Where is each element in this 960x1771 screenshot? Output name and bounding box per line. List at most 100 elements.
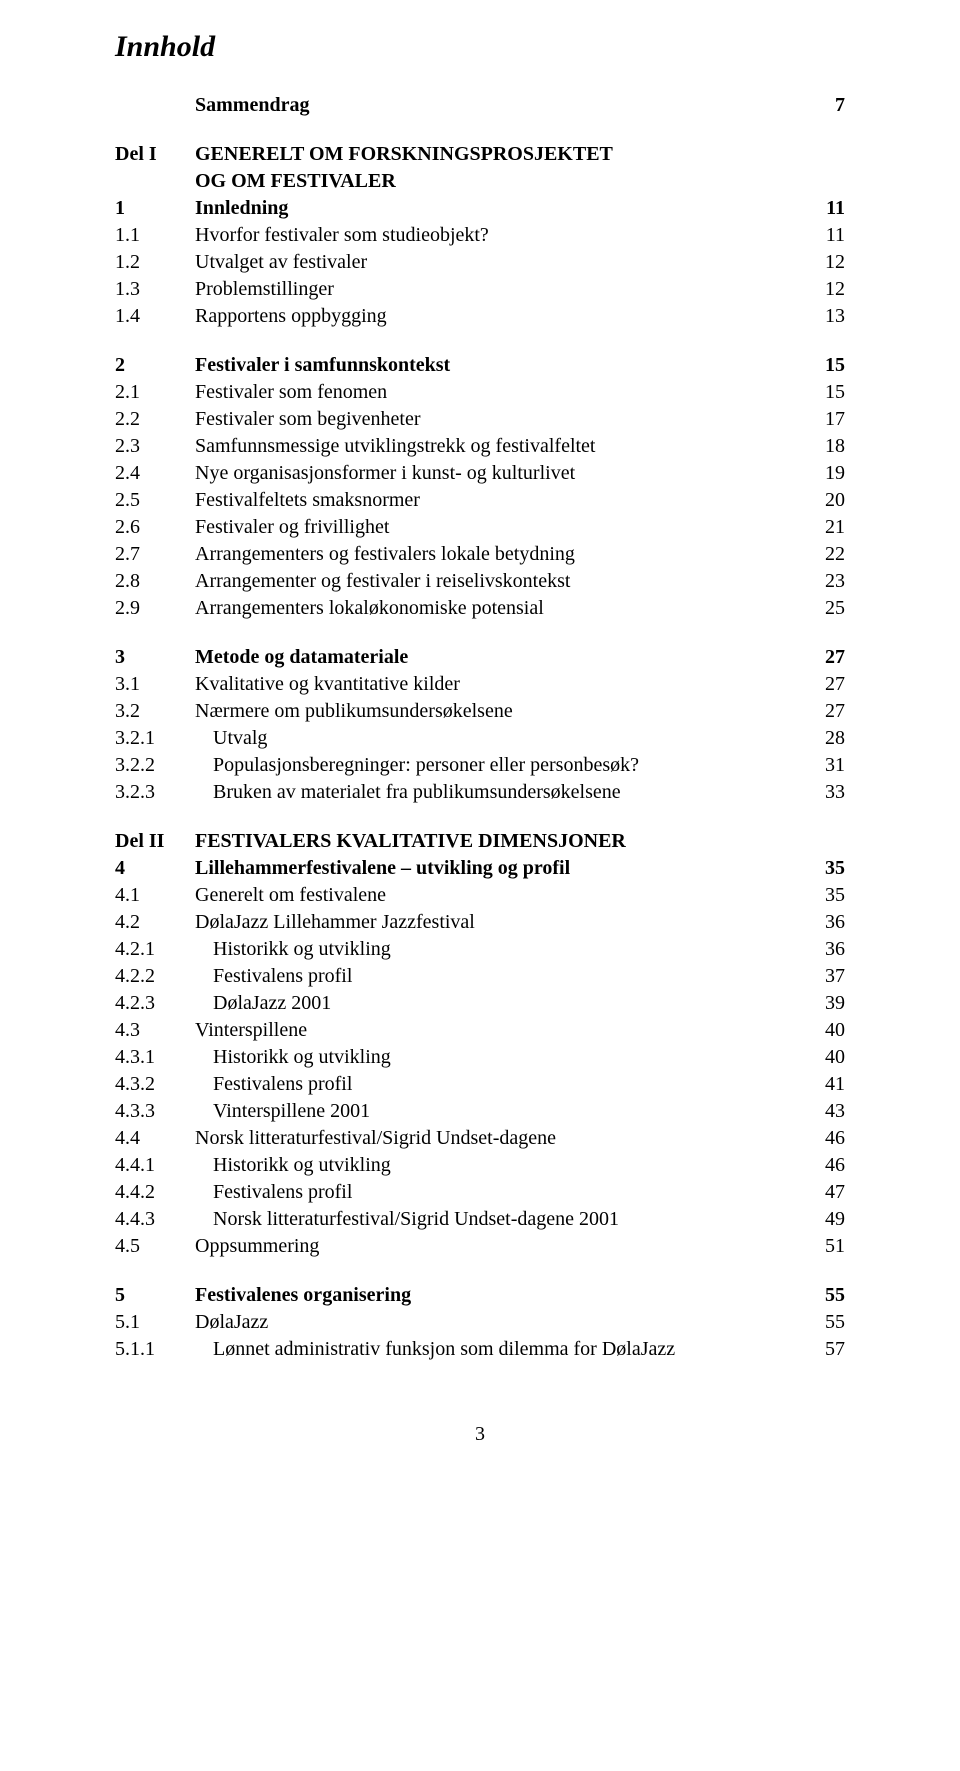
toc-number: 4.3.2 [115,1071,195,1098]
toc-text: Festivalens profil [195,1071,797,1098]
page-title: Innhold [115,30,845,64]
toc-number: Del II [115,828,195,855]
toc-text: Kvalitative og kvantitative kilder [195,671,797,698]
toc-page: 27 [797,698,845,725]
toc-text: DølaJazz [195,1309,797,1336]
toc-number: 2.4 [115,460,195,487]
toc-row: 1Innledning11 [115,195,845,222]
toc-row: 3.2.2Populasjonsberegninger: personer el… [115,752,845,779]
toc-number: 2 [115,352,195,379]
page-number-footer: 3 [115,1423,845,1446]
toc-number: 2.3 [115,433,195,460]
toc-row: 4.1Generelt om festivalene35 [115,882,845,909]
toc-page: 21 [797,514,845,541]
toc-text: Festivaler i samfunnskontekst [195,352,797,379]
toc-row: 2.4Nye organisasjonsformer i kunst- og k… [115,460,845,487]
toc-number: 2.5 [115,487,195,514]
toc-row: 4.4.2Festivalens profil47 [115,1179,845,1206]
toc-page: 18 [797,433,845,460]
toc-row: 2.2Festivaler som begivenheter17 [115,406,845,433]
toc-text: Festivaler som fenomen [195,379,797,406]
toc-page: 51 [797,1233,845,1260]
toc-row: 4.2.3DølaJazz 200139 [115,990,845,1017]
toc-page: 25 [797,595,845,622]
toc-text: Arrangementers og festivalers lokale bet… [195,541,797,568]
toc-text: Historikk og utvikling [195,1044,797,1071]
toc-number: Del I [115,141,195,168]
toc-text: Hvorfor festivaler som studieobjekt? [195,222,797,249]
toc-number: 3.2.3 [115,779,195,806]
toc-page: 46 [797,1125,845,1152]
toc-row: 2.3Samfunnsmessige utviklingstrekk og fe… [115,433,845,460]
toc-page: 55 [797,1282,845,1309]
toc-text: Arrangementer og festivaler i reiselivsk… [195,568,797,595]
toc-number: 2.9 [115,595,195,622]
toc-page: 27 [797,644,845,671]
toc-spacer [115,1260,845,1282]
toc-number: 5.1 [115,1309,195,1336]
toc-page: 17 [797,406,845,433]
toc-number: 1.1 [115,222,195,249]
toc-text: Generelt om festivalene [195,882,797,909]
toc-page: 40 [797,1044,845,1071]
toc-page: 35 [797,882,845,909]
toc-page: 49 [797,1206,845,1233]
toc-number: 4 [115,855,195,882]
toc-row: 5.1.1Lønnet administrativ funksjon som d… [115,1336,845,1363]
toc-text: Festivalens profil [195,963,797,990]
toc-text: Historikk og utvikling [195,1152,797,1179]
toc-row: 3.2.1Utvalg28 [115,725,845,752]
toc-page: 33 [797,779,845,806]
toc-number: 4.2.1 [115,936,195,963]
toc-page: 36 [797,936,845,963]
toc-row: 4.2.2Festivalens profil37 [115,963,845,990]
toc-page: 13 [797,303,845,330]
toc-number: 1.4 [115,303,195,330]
toc-number: 4.1 [115,882,195,909]
toc-text: Utvalget av festivaler [195,249,797,276]
toc-row: 3.2Nærmere om publikumsundersøkelsene27 [115,698,845,725]
toc-page: 47 [797,1179,845,1206]
toc-page: 55 [797,1309,845,1336]
table-of-contents: Sammendrag7Del IGENERELT OM FORSKNINGSPR… [115,92,845,1363]
document-page: Innhold Sammendrag7Del IGENERELT OM FORS… [0,0,960,1771]
toc-page: 41 [797,1071,845,1098]
toc-page: 11 [797,222,845,249]
toc-page: 46 [797,1152,845,1179]
toc-number: 4.3.3 [115,1098,195,1125]
toc-text: Rapportens oppbygging [195,303,797,330]
toc-number: 2.8 [115,568,195,595]
toc-text: Populasjonsberegninger: personer eller p… [195,752,797,779]
toc-text: Nye organisasjonsformer i kunst- og kult… [195,460,797,487]
toc-row: 5.1DølaJazz55 [115,1309,845,1336]
toc-row: 3.1Kvalitative og kvantitative kilder27 [115,671,845,698]
toc-number: 4.4.2 [115,1179,195,1206]
toc-row: 4.2DølaJazz Lillehammer Jazzfestival36 [115,909,845,936]
toc-row: 1.3Problemstillinger12 [115,276,845,303]
toc-row: OG OM FESTIVALER [115,168,845,195]
toc-row: 1.1Hvorfor festivaler som studieobjekt?1… [115,222,845,249]
toc-text: Samfunnsmessige utviklingstrekk og festi… [195,433,797,460]
toc-number: 3.1 [115,671,195,698]
toc-number: 4.2.2 [115,963,195,990]
toc-spacer [115,119,845,141]
toc-page: 22 [797,541,845,568]
toc-page: 23 [797,568,845,595]
toc-text: Norsk litteraturfestival/Sigrid Undset-d… [195,1206,797,1233]
toc-text: Metode og datamateriale [195,644,797,671]
toc-text: Festivalenes organisering [195,1282,797,1309]
toc-number: 1.2 [115,249,195,276]
toc-number: 4.4.1 [115,1152,195,1179]
toc-number: 3.2.1 [115,725,195,752]
toc-spacer [115,330,845,352]
toc-text: Oppsummering [195,1233,797,1260]
toc-page: 36 [797,909,845,936]
toc-page: 31 [797,752,845,779]
toc-row: 4.4.1Historikk og utvikling46 [115,1152,845,1179]
toc-text: Festivalfeltets smaksnormer [195,487,797,514]
toc-page: 19 [797,460,845,487]
toc-spacer [115,806,845,828]
toc-page: 43 [797,1098,845,1125]
toc-text: GENERELT OM FORSKNINGSPROSJEKTET [195,141,797,168]
toc-number: 4.4.3 [115,1206,195,1233]
